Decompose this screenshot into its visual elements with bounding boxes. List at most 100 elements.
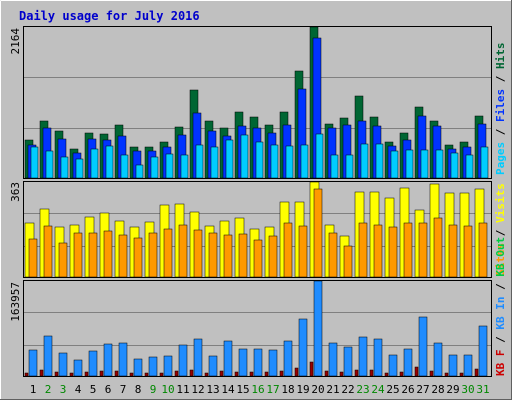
bar-kb-out-day-23 bbox=[358, 336, 368, 377]
bar-sites-day-19 bbox=[298, 225, 308, 278]
bar-kb-out-day-31 bbox=[478, 325, 488, 377]
bar-kb-f-day-17 bbox=[264, 371, 269, 377]
bar-kb-f-day-15 bbox=[234, 371, 239, 377]
bar-kb-out-day-25 bbox=[388, 354, 398, 377]
day-label-9: 9 bbox=[150, 383, 157, 396]
bar-sites-day-14 bbox=[223, 234, 233, 278]
bar-kb-f-day-2 bbox=[39, 369, 44, 377]
bar-sites-day-5 bbox=[88, 232, 98, 278]
legend-kbout: KB Out bbox=[494, 237, 507, 277]
day-label-10: 10 bbox=[161, 383, 174, 396]
bar-pages-day-11 bbox=[180, 154, 189, 179]
bar-kb-f-day-30 bbox=[459, 372, 464, 377]
bar-kb-out-day-4 bbox=[73, 359, 83, 377]
bar-pages-day-20 bbox=[315, 133, 324, 179]
bar-pages-day-15 bbox=[240, 134, 249, 179]
day-label-20: 20 bbox=[311, 383, 324, 396]
bar-pages-day-25 bbox=[390, 150, 399, 179]
legend-pages: Pages bbox=[494, 142, 507, 175]
day-label-19: 19 bbox=[296, 383, 309, 396]
day-label-3: 3 bbox=[60, 383, 67, 396]
bar-kb-f-day-4 bbox=[69, 372, 74, 377]
bar-pages-day-13 bbox=[210, 146, 219, 179]
bar-kb-f-day-3 bbox=[54, 371, 59, 377]
day-label-17: 17 bbox=[266, 383, 279, 396]
bar-kb-out-day-27 bbox=[418, 316, 428, 377]
bar-kb-out-day-16 bbox=[253, 348, 263, 377]
bar-sites-day-17 bbox=[268, 235, 278, 278]
day-label-31: 31 bbox=[476, 383, 489, 396]
legend-kbin: KB In bbox=[494, 297, 507, 330]
bar-kb-f-day-22 bbox=[339, 371, 344, 377]
bar-pages-day-4 bbox=[75, 158, 84, 179]
bar-pages-day-29 bbox=[450, 152, 459, 179]
bar-kb-out-day-3 bbox=[58, 352, 68, 377]
bar-kb-f-day-10 bbox=[159, 372, 164, 377]
bar-kb-out-day-22 bbox=[343, 346, 353, 377]
day-label-26: 26 bbox=[401, 383, 414, 396]
day-label-18: 18 bbox=[281, 383, 294, 396]
bar-kb-f-day-27 bbox=[414, 366, 419, 377]
day-label-13: 13 bbox=[206, 383, 219, 396]
bar-kb-out-day-29 bbox=[448, 354, 458, 377]
day-label-16: 16 bbox=[251, 383, 264, 396]
day-label-6: 6 bbox=[105, 383, 112, 396]
day-label-1: 1 bbox=[30, 383, 37, 396]
day-label-22: 22 bbox=[341, 383, 354, 396]
visits-legend: Sites / Visits bbox=[494, 183, 507, 276]
chart-title: Daily usage for July 2016 bbox=[19, 9, 200, 23]
bar-kb-f-day-26 bbox=[399, 371, 404, 377]
bar-pages-day-10 bbox=[165, 153, 174, 179]
bar-kb-out-day-2 bbox=[43, 335, 53, 377]
bar-sites-day-10 bbox=[163, 228, 173, 278]
bar-sites-day-11 bbox=[178, 224, 188, 278]
day-label-4: 4 bbox=[75, 383, 82, 396]
bar-sites-day-22 bbox=[343, 245, 353, 278]
legend-files: Files bbox=[494, 89, 507, 122]
bar-kb-out-day-26 bbox=[403, 348, 413, 377]
bar-sites-day-31 bbox=[478, 222, 488, 278]
bar-kb-f-day-16 bbox=[249, 371, 254, 377]
bar-kb-f-day-29 bbox=[444, 372, 449, 377]
day-label-24: 24 bbox=[371, 383, 385, 396]
bar-sites-day-23 bbox=[358, 222, 368, 278]
visits-ymax-label: 363 bbox=[9, 182, 22, 202]
bar-kb-out-day-19 bbox=[298, 318, 308, 377]
bar-kb-out-day-24 bbox=[373, 338, 383, 377]
bar-kb-f-day-19 bbox=[294, 367, 299, 377]
bar-kb-out-day-8 bbox=[133, 358, 143, 377]
bar-pages-day-27 bbox=[420, 149, 429, 179]
bar-sites-day-4 bbox=[73, 232, 83, 278]
bar-pages-day-19 bbox=[300, 144, 309, 179]
bar-pages-day-31 bbox=[480, 146, 489, 179]
bar-pages-day-24 bbox=[375, 143, 384, 179]
legend-kbf: KB F bbox=[494, 350, 507, 377]
bar-kb-out-day-20 bbox=[313, 280, 323, 377]
legend-sep-2: / bbox=[494, 69, 507, 89]
bar-kb-f-day-12 bbox=[189, 369, 194, 377]
legend-visits: Visits bbox=[494, 183, 507, 223]
bar-sites-day-24 bbox=[373, 224, 383, 278]
kbytes-legend: KB F / KB In / KB Out bbox=[494, 237, 507, 376]
day-label-29: 29 bbox=[446, 383, 459, 396]
legend-sites: Sites bbox=[494, 243, 507, 276]
bar-pages-day-21 bbox=[330, 154, 339, 179]
bar-kb-out-day-1 bbox=[28, 349, 38, 377]
bar-sites-day-28 bbox=[433, 217, 443, 278]
day-label-23: 23 bbox=[356, 383, 369, 396]
bar-pages-day-17 bbox=[270, 144, 279, 179]
bar-pages-day-22 bbox=[345, 154, 354, 179]
bar-pages-day-23 bbox=[360, 143, 369, 179]
day-label-2: 2 bbox=[45, 383, 52, 396]
bar-kb-out-day-9 bbox=[148, 356, 158, 377]
bar-sites-day-6 bbox=[103, 230, 113, 278]
bar-sites-day-27 bbox=[418, 222, 428, 278]
bar-sites-day-20 bbox=[313, 188, 323, 278]
bar-kb-f-day-20 bbox=[309, 361, 314, 377]
bar-sites-day-26 bbox=[403, 222, 413, 278]
bar-pages-day-14 bbox=[225, 139, 234, 179]
legend-sep-4: / bbox=[494, 330, 507, 350]
visits-sites-bars bbox=[24, 181, 488, 278]
